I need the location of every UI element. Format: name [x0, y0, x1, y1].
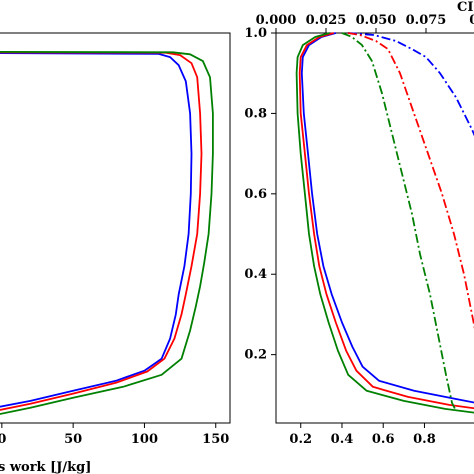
- left-x-ticks: 0 50 100 150: [0, 423, 229, 447]
- right-top-tick-label: 0.025: [306, 13, 347, 28]
- right-top-tick-label: 0.075: [406, 13, 447, 28]
- left-x-tick-label: 150: [202, 432, 229, 447]
- right-series-line-2: [295, 32, 474, 414]
- right-series-line-4: [347, 32, 474, 330]
- left-series-line-1: [0, 51, 203, 411]
- left-curves: [0, 51, 214, 415]
- right-y-tick-label: 0.8: [244, 106, 267, 121]
- right-x-tick-label: 0.8: [413, 432, 436, 447]
- right-y-tick-label: 0.6: [244, 187, 267, 202]
- left-x-axis-title: s work [J/kg]: [0, 460, 91, 474]
- right-y-tick-label: 0.2: [244, 348, 267, 363]
- right-plot-frame: [275, 32, 474, 424]
- right-top-tick-label: 0.: [469, 13, 474, 28]
- right-y-tick-label: 0.4: [244, 267, 267, 282]
- left-x-tick-label: 50: [64, 432, 82, 447]
- right-y-ticks: 0.2 0.4 0.6 0.8 1.0: [244, 26, 276, 363]
- right-top-tick-label: 0.000: [256, 13, 297, 28]
- right-series-line-1: [298, 32, 474, 410]
- left-x-tick-label: 100: [131, 432, 158, 447]
- right-curves: [295, 32, 474, 414]
- left-plot-frame: [0, 32, 231, 424]
- right-series-line-3: [347, 32, 474, 137]
- right-top-x-axis-title: CI: [457, 0, 473, 15]
- left-panel: 0 50 100 150 s work [J/kg]: [0, 32, 231, 474]
- right-series-line-5: [341, 32, 457, 412]
- left-x-tick-label: 0: [0, 432, 6, 447]
- right-top-tick-label: 0.050: [356, 13, 397, 28]
- right-y-tick-label: 1.0: [244, 26, 267, 41]
- right-x-tick-label: 0.6: [372, 432, 395, 447]
- left-series-line-2: [0, 51, 214, 415]
- right-top-x-ticks: 0.000 0.025 0.050 0.075 0.: [256, 13, 474, 33]
- right-series-line-0: [300, 32, 474, 404]
- right-x-ticks: 0.2 0.4 0.6 0.8: [289, 423, 436, 447]
- right-panel: 0.2 0.4 0.6 0.8 0.20.40.60.81.0 0.000 0.025 0…: [244, 0, 474, 447]
- right-x-tick-label: 0.4: [331, 432, 354, 447]
- right-x-tick-label: 0.2: [289, 432, 312, 447]
- left-series-line-0: [0, 52, 193, 408]
